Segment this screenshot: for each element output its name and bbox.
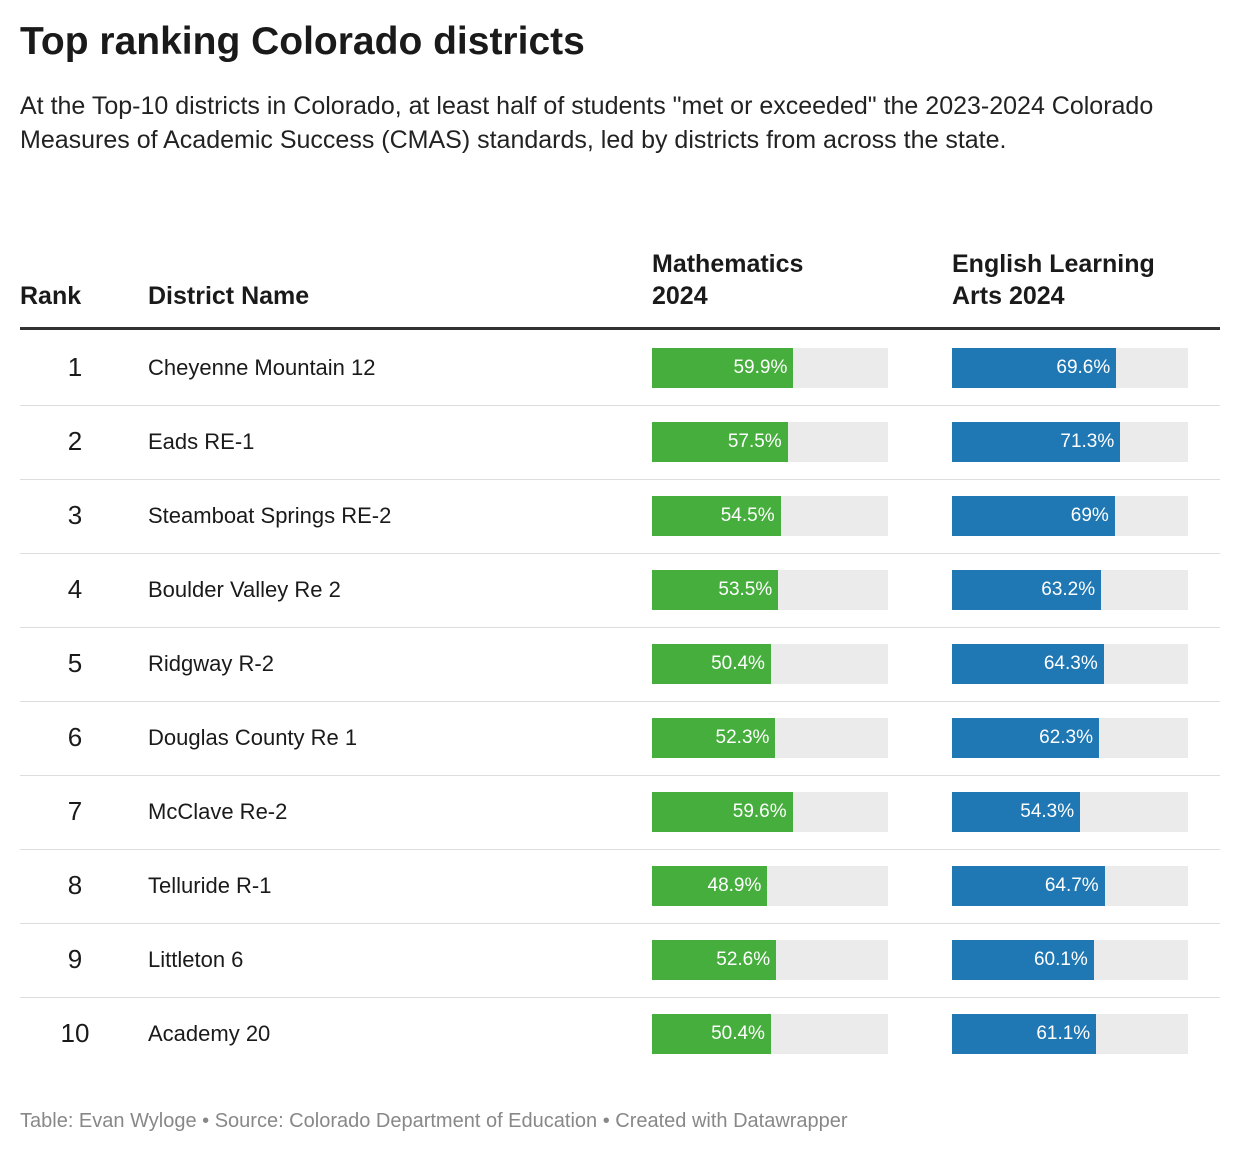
bar: 50.4% [652,644,771,684]
value-label: 50.4% [711,653,765,674]
value-label: 53.5% [718,579,773,600]
column-header: Mathematics 2024 [652,250,804,310]
rank: 9 [67,944,83,974]
bar-track: 50.4% [652,644,888,684]
bar: 53.5% [652,570,779,610]
value-label: 69% [1070,505,1109,526]
row-separator [20,627,1220,628]
bar: 64.3% [952,644,1104,684]
value-label: 61.1% [1036,1023,1091,1044]
bar-track: 54.3% [952,792,1188,832]
row-separator [20,923,1220,924]
row-separator [20,997,1220,998]
value-label: 52.3% [715,727,770,748]
district-name: McClave Re-2 [148,799,288,824]
bar: 64.7% [952,866,1105,906]
column-header: Rank [20,282,82,310]
value-label: 54.5% [720,505,775,526]
bar: 71.3% [952,422,1121,462]
bar: 62.3% [952,718,1100,758]
row-separator [20,553,1220,554]
value-label: 64.7% [1044,875,1099,896]
value-label: 57.5% [727,431,782,452]
row-separator [20,701,1220,702]
bar-track: 64.3% [952,644,1188,684]
bar-track: 54.5% [652,496,888,536]
bar: 59.9% [652,348,794,388]
rank: 4 [67,574,83,604]
bar-track: 64.7% [952,866,1188,906]
footer: Table: Evan Wyloge • Source: Colorado De… [20,1110,848,1132]
value-label: 54.3% [1020,801,1075,822]
bar-track: 69.6% [952,348,1188,388]
header-rule [20,327,1220,330]
column-header: District Name [148,282,310,310]
district-name: Telluride R-1 [148,873,272,898]
value-label: 50.4% [711,1023,765,1044]
bar-track: 59.6% [652,792,888,832]
bar-track: 53.5% [652,570,888,610]
bar-track: 48.9% [652,866,888,906]
title: Top ranking Colorado districts [20,20,585,63]
value-label: 69.6% [1056,357,1111,378]
district-name: Douglas County Re 1 [148,725,358,750]
district-name: Cheyenne Mountain 12 [148,355,376,380]
rank: 7 [67,796,83,826]
bar: 57.5% [652,422,788,462]
bar-track: 69% [952,496,1188,536]
row-separator [20,479,1220,480]
row-separator [20,775,1220,776]
bar: 54.5% [652,496,781,536]
bar: 69% [952,496,1115,536]
district-name: Steamboat Springs RE-2 [148,503,392,528]
bar: 52.3% [652,718,776,758]
value-label: 59.9% [733,357,788,378]
bar: 60.1% [952,940,1094,980]
bar: 52.6% [652,940,777,980]
value-label: 62.3% [1039,727,1094,748]
bar: 69.6% [952,348,1117,388]
rank: 2 [67,426,83,456]
bar-track: 61.1% [952,1014,1188,1054]
value-label: 52.6% [716,949,771,970]
bar-track: 63.2% [952,570,1188,610]
district-name: Ridgway R-2 [148,651,274,676]
district-name: Academy 20 [148,1021,271,1046]
rank: 10 [60,1018,90,1048]
bar-track: 52.6% [652,940,888,980]
value-label: 60.1% [1033,949,1088,970]
rank: 1 [67,352,83,382]
bar: 59.6% [652,792,793,832]
bar: 54.3% [952,792,1081,832]
bar: 61.1% [952,1014,1097,1054]
value-label: 48.9% [707,875,762,896]
row-separator [20,405,1220,406]
rank: 5 [67,648,83,678]
value-label: 63.2% [1041,579,1096,600]
district-name: Boulder Valley Re 2 [148,577,341,602]
bar: 50.4% [652,1014,771,1054]
column-header: English Learning Arts 2024 [952,250,1155,310]
value-label: 64.3% [1043,653,1098,674]
bar: 63.2% [952,570,1102,610]
bar: 48.9% [652,866,768,906]
bar-track: 60.1% [952,940,1188,980]
value-label: 59.6% [732,801,787,822]
row-separator [20,849,1220,850]
rank: 8 [67,870,83,900]
bar-track: 50.4% [652,1014,888,1054]
bar-track: 57.5% [652,422,888,462]
subtitle: At the Top-10 districts in Colorado, at … [20,92,1154,154]
rank: 3 [67,500,83,530]
bar-track: 52.3% [652,718,888,758]
district-name: Littleton 6 [148,947,244,972]
bar-track: 59.9% [652,348,888,388]
value-label: 71.3% [1060,431,1115,452]
rank: 6 [67,722,83,752]
bar-track: 62.3% [952,718,1188,758]
bar-track: 71.3% [952,422,1188,462]
district-name: Eads RE-1 [148,429,255,454]
